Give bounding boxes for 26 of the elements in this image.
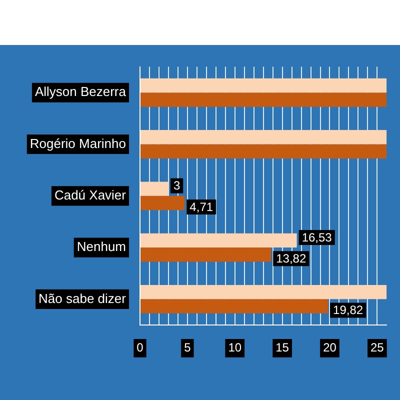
bar (140, 299, 328, 314)
y-tick-label: Nenhum (76, 239, 126, 254)
bar (140, 196, 185, 210)
bar (140, 78, 387, 93)
bar (140, 130, 387, 144)
x-tick-label: 10 (228, 340, 242, 355)
bar (140, 182, 168, 196)
bar (140, 233, 297, 248)
bar (140, 248, 272, 262)
x-tick-label: 20 (323, 340, 337, 355)
data-label: 19,82 (333, 303, 364, 318)
bar (140, 144, 387, 158)
y-tick-label: Allyson Bezerra (34, 84, 127, 100)
x-tick-label: 15 (276, 340, 290, 355)
x-tick-label: 0 (136, 340, 144, 355)
data-label: 4,71 (190, 200, 214, 214)
y-tick-label: Cadú Xavier (54, 187, 127, 202)
y-tick-label: Não sabe dizer (38, 290, 127, 306)
data-label: 13,82 (276, 251, 306, 266)
bar (140, 284, 387, 300)
bar (140, 92, 387, 107)
data-label: 16,53 (302, 230, 332, 244)
x-tick-label: 5 (184, 340, 192, 355)
y-tick-label: Rogério Marinho (30, 136, 126, 151)
data-label: 3 (173, 178, 180, 193)
x-tick-label: 25 (370, 340, 384, 355)
